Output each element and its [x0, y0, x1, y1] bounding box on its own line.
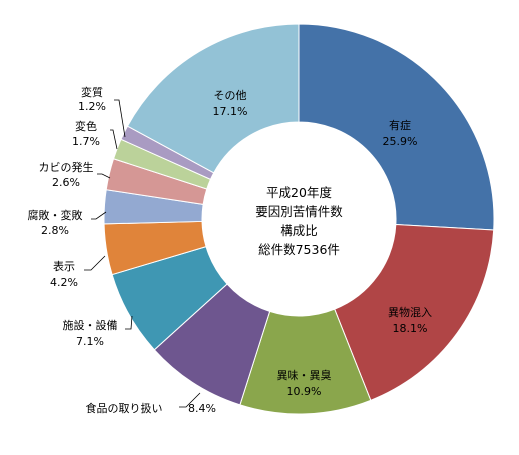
slice-name-yushou: 有症: [389, 118, 411, 132]
center-title-line3: 構成比: [280, 223, 318, 238]
slice-name-imi: 異味・異臭: [277, 368, 332, 382]
leader-lines: [84, 99, 201, 408]
slice-name-henshitsu: 変質: [81, 85, 103, 99]
slice-label-sonota: 17.1%: [213, 105, 248, 118]
leader-line-shisetsu: [125, 315, 133, 330]
center-title-line2: 要因別苦情件数: [255, 204, 343, 219]
leader-line-fuhai: [91, 211, 107, 220]
slice-name-fuhai: 腐敗・変敗: [28, 208, 83, 222]
slice-label-henshitsu: 1.2%: [78, 100, 106, 113]
leader-line-henshoku: [110, 129, 118, 150]
slice-name-henshoku: 変色: [75, 119, 97, 133]
donut-slices: [103, 23, 495, 415]
center-title-line4: 総件数7536件: [258, 242, 340, 257]
slice-label-hyouji: 4.2%: [50, 276, 78, 289]
slice-label-yushou: 25.9%: [383, 135, 418, 148]
slice-name-shokuhin: 食品の取り扱い: [86, 401, 163, 415]
donut-slice-1: [334, 223, 495, 401]
slice-label-kabi: 2.6%: [52, 176, 80, 189]
donut-slice-10: [126, 23, 300, 174]
slice-name-shisetsu: 施設・設備: [63, 318, 118, 332]
donut-slice-0: [298, 23, 495, 231]
slice-name-kabi: カビの発生: [39, 160, 94, 174]
slice-label-imi: 10.9%: [287, 385, 322, 398]
leader-line-shokuhin: [179, 392, 201, 408]
slice-name-sonota: その他: [214, 89, 247, 102]
slice-name-ibutsu: 異物混入: [388, 305, 432, 319]
slice-name-hyouji: 表示: [53, 259, 75, 273]
slice-label-henshoku: 1.7%: [72, 135, 100, 148]
slice-label-shokuhin: 8.4%: [188, 402, 216, 415]
slice-label-ibutsu: 18.1%: [393, 322, 428, 335]
center-title-line1: 平成20年度: [266, 185, 332, 200]
slice-label-fuhai: 2.8%: [41, 224, 69, 237]
leader-line-hyouji: [84, 255, 106, 271]
leader-line-kabi: [97, 173, 111, 179]
leader-line-henshitsu: [114, 99, 126, 138]
slice-label-shisetsu: 7.1%: [76, 335, 104, 348]
